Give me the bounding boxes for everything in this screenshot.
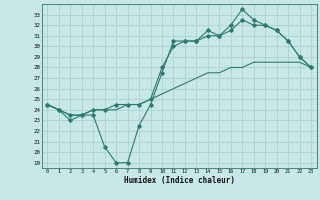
X-axis label: Humidex (Indice chaleur): Humidex (Indice chaleur) <box>124 176 235 185</box>
